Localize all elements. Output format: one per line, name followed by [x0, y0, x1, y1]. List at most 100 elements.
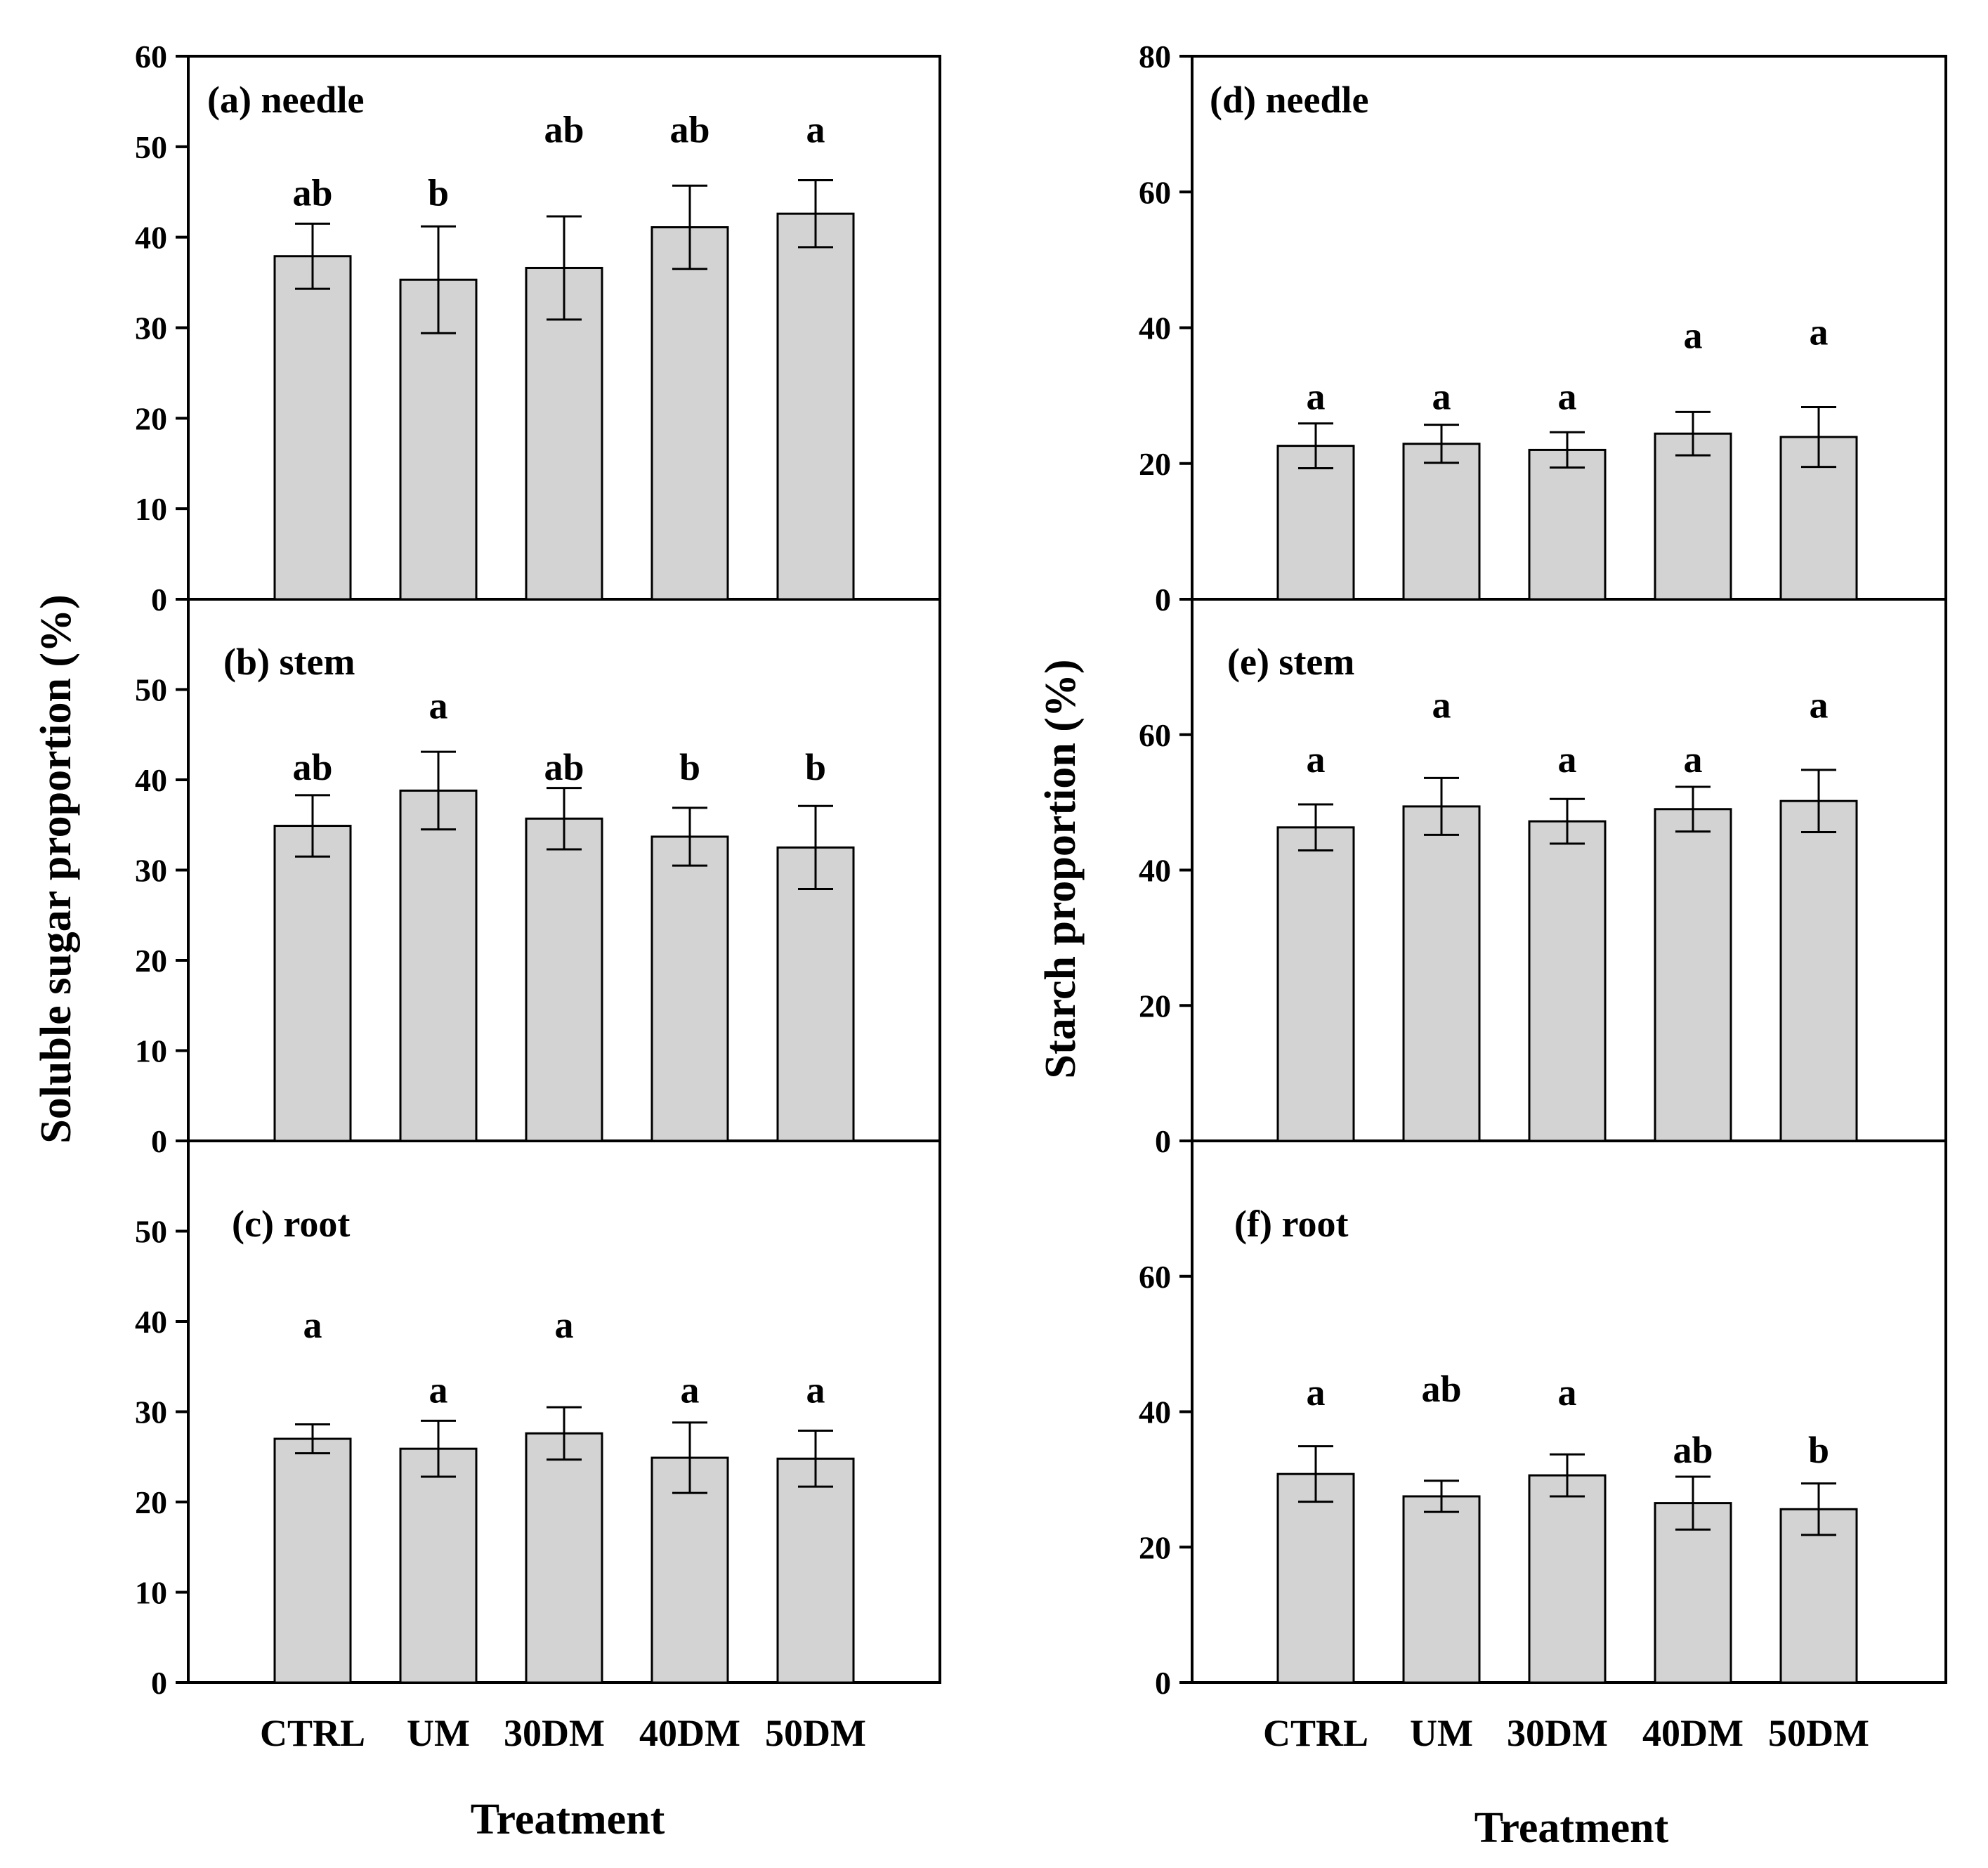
panel-d-significance-letter: a: [1432, 375, 1451, 417]
panel-c-significance-letter: a: [806, 1369, 825, 1411]
panel-b-y-tick-label: 40: [135, 762, 167, 798]
x-category-label-30dm: 30DM: [504, 1712, 605, 1754]
panel-b-significance-letter: ab: [292, 746, 332, 788]
panel-f-significance-letter: b: [1808, 1429, 1829, 1471]
panel-b-bar-40dm: [650, 835, 729, 1142]
panel-a-bar-40dm: [650, 226, 729, 601]
x-category-label-40dm: 40DM: [1642, 1712, 1744, 1754]
panel-f-significance-letter: ab: [1673, 1429, 1713, 1471]
panel-c-significance-letter: a: [681, 1369, 700, 1411]
panel-c-bar-30dm: [525, 1432, 603, 1684]
panel-d-y-tick-label: 80: [1139, 39, 1171, 74]
panel-a-bar-50dm: [776, 212, 855, 601]
panel-e-bar-um: [1402, 805, 1481, 1142]
right-x-axis-title: Treatment: [1474, 1804, 1669, 1852]
panel-d-needle: (d) needle 0 20 40 60 80 a a a a a: [1139, 39, 1858, 618]
panel-f-y-tick-label: 0: [1155, 1665, 1171, 1701]
panel-a-needle: (a) needle 0 10 20 30 40 50 60 ab b ab ab a: [135, 39, 855, 618]
panel-d-y-tick-label: 40: [1139, 311, 1171, 346]
panel-e-bar-50dm: [1779, 799, 1858, 1142]
panel-a-bar-30dm: [525, 266, 603, 601]
panel-a-y-tick-label: 50: [135, 129, 167, 165]
panel-d-bar-ctrl: [1276, 445, 1355, 601]
panel-f-y-tick-label: 60: [1139, 1259, 1171, 1295]
panel-a-significance-letter: ab: [669, 108, 709, 150]
x-category-label-30dm: 30DM: [1507, 1712, 1608, 1754]
panel-e-y-tick-label: 40: [1139, 853, 1171, 889]
panel-d-title: (d) needle: [1210, 79, 1368, 121]
panel-e-bar-ctrl: [1276, 826, 1355, 1142]
panel-d-y-tick-label: 60: [1139, 174, 1171, 210]
panel-a-y-tick-label: 30: [135, 311, 167, 346]
panel-f-bar-50dm: [1779, 1508, 1858, 1684]
x-category-label-40dm: 40DM: [639, 1712, 740, 1754]
panel-a-y-tick-label: 20: [135, 400, 167, 436]
panel-e-y-tick-label: 60: [1139, 717, 1171, 753]
panel-a-y-tick-label: 40: [135, 220, 167, 256]
panel-c-title: (c) root: [232, 1203, 350, 1245]
panel-c-y-tick-label: 20: [135, 1484, 167, 1520]
panel-b-bar-50dm: [776, 846, 855, 1142]
panel-d-y-tick-label: 20: [1139, 446, 1171, 482]
panel-f-bar-ctrl: [1276, 1472, 1355, 1684]
panel-a-y-tick-label: 60: [135, 39, 167, 74]
panel-e-stem: (e) stem 0 20 40 60 a a a a a: [1139, 641, 1858, 1159]
panel-b-significance-letter: ab: [544, 746, 584, 788]
panel-b-significance-letter: b: [805, 746, 826, 788]
left-x-axis-title: Treatment: [471, 1796, 665, 1843]
panel-b-y-tick-label: 0: [151, 1123, 167, 1159]
panel-c-y-tick-label: 30: [135, 1395, 167, 1430]
panel-b-bar-ctrl: [273, 825, 352, 1142]
panel-b-y-tick-label: 30: [135, 853, 167, 889]
panel-e-significance-letter: a: [1810, 684, 1829, 726]
panel-f-significance-letter: ab: [1421, 1368, 1461, 1410]
panel-e-significance-letter: a: [1558, 738, 1577, 780]
right-y-axis-title: Starch proportion (%): [1037, 659, 1085, 1078]
panel-e-significance-letter: a: [1684, 738, 1703, 780]
panel-b-bar-um: [399, 789, 478, 1142]
panel-c-significance-letter: a: [303, 1304, 322, 1346]
panel-b-y-tick-label: 50: [135, 672, 167, 708]
panel-f-significance-letter: a: [1558, 1371, 1577, 1413]
panel-b-y-tick-label: 10: [135, 1033, 167, 1069]
panel-b-significance-letter: a: [429, 685, 448, 727]
panel-b-y-tick-label: 20: [135, 943, 167, 979]
x-category-label-ctrl: CTRL: [1263, 1712, 1368, 1754]
panel-a-significance-letter: ab: [292, 172, 332, 214]
panel-c-y-tick-label: 50: [135, 1214, 167, 1250]
panel-f-bar-30dm: [1528, 1474, 1607, 1684]
panel-d-y-tick-label: 0: [1155, 582, 1171, 618]
panel-c-y-tick-label: 0: [151, 1665, 167, 1701]
panel-a-bar-ctrl: [273, 255, 352, 601]
panel-c-bar-ctrl: [273, 1437, 352, 1684]
panel-a-title: (a) needle: [207, 79, 364, 121]
left-y-axis-title: Soluble sugar proportion (%): [32, 594, 80, 1143]
panel-d-significance-letter: a: [1307, 375, 1326, 417]
panel-d-bar-40dm: [1654, 432, 1732, 601]
panel-f-bar-um: [1402, 1495, 1481, 1684]
panel-a-significance-letter: b: [428, 172, 449, 214]
x-category-label-um: UM: [1410, 1712, 1473, 1754]
panel-f-y-tick-label: 20: [1139, 1529, 1171, 1565]
panel-c-root: (c) root 0 10 20 30 40 50 a CTRL a UM a 30DM a 40DM a 50…: [135, 1203, 866, 1754]
panel-b-significance-letter: b: [679, 746, 700, 788]
panel-e-y-tick-label: 0: [1155, 1123, 1171, 1159]
panel-a-y-tick-label: 10: [135, 491, 167, 527]
panel-a-significance-letter: a: [806, 108, 825, 150]
panel-e-title: (e) stem: [1227, 641, 1354, 683]
panel-d-bar-30dm: [1528, 448, 1607, 601]
panel-d-significance-letter: a: [1810, 311, 1829, 353]
panel-c-bar-40dm: [650, 1456, 729, 1684]
panel-f-y-tick-label: 40: [1139, 1395, 1171, 1430]
panel-e-y-tick-label: 20: [1139, 988, 1171, 1024]
panel-f-root: (f) root 0 20 40 60 a CTRL ab UM a 30DM ab 40DM b 50DM: [1139, 1203, 1869, 1754]
panel-c-bar-um: [399, 1447, 478, 1684]
panel-c-bar-50dm: [776, 1457, 855, 1684]
panel-c-y-tick-label: 40: [135, 1304, 167, 1340]
panel-e-significance-letter: a: [1432, 684, 1451, 726]
panel-e-bar-30dm: [1528, 820, 1607, 1142]
x-category-label-um: UM: [407, 1712, 470, 1754]
panel-f-significance-letter: a: [1307, 1371, 1326, 1413]
x-category-label-50dm: 50DM: [765, 1712, 866, 1754]
